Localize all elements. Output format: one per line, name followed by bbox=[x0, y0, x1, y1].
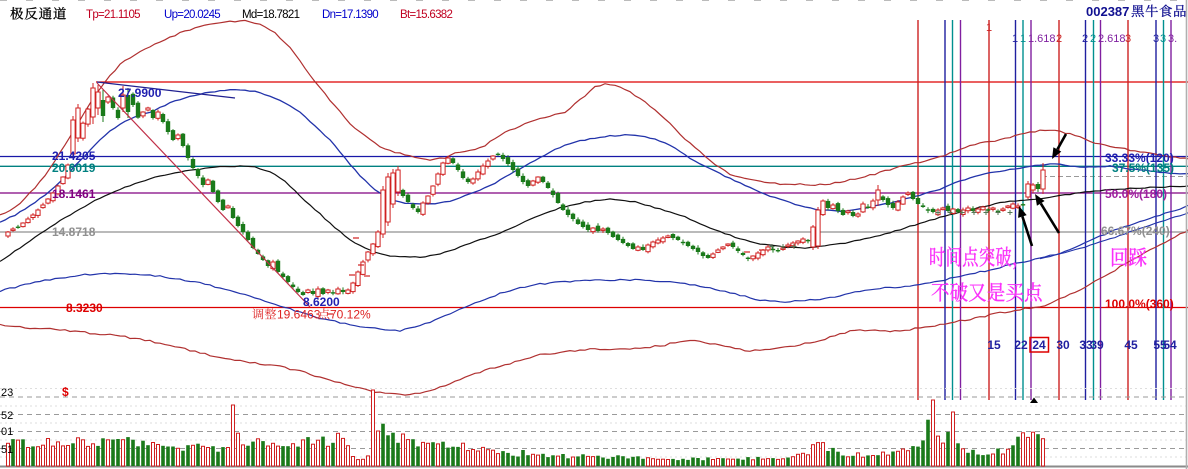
svg-text:45: 45 bbox=[1124, 338, 1138, 352]
svg-text:1: 1 bbox=[1012, 33, 1018, 45]
svg-text:8.3230: 8.3230 bbox=[66, 301, 103, 315]
svg-text:Tp=21.1105: Tp=21.1105 bbox=[86, 9, 140, 21]
svg-text:22: 22 bbox=[1014, 338, 1028, 352]
svg-text:39: 39 bbox=[1090, 338, 1104, 352]
svg-text:2: 2 bbox=[1056, 33, 1062, 45]
svg-text:51: 51 bbox=[1, 444, 13, 456]
svg-text:66.67%(240): 66.67%(240) bbox=[1101, 224, 1170, 238]
svg-text:55: 55 bbox=[1153, 338, 1167, 352]
svg-text:14.8718: 14.8718 bbox=[52, 225, 96, 239]
svg-text:54: 54 bbox=[1163, 338, 1177, 352]
svg-text:2.618: 2.618 bbox=[1098, 33, 1126, 45]
svg-text:1.618: 1.618 bbox=[1028, 33, 1056, 45]
svg-text:Md=18.7821: Md=18.7821 bbox=[242, 9, 300, 21]
svg-text:100.0%(360): 100.0%(360) bbox=[1105, 297, 1174, 311]
svg-text:3: 3 bbox=[1160, 33, 1166, 45]
svg-text:2: 2 bbox=[1082, 33, 1088, 45]
svg-text:3: 3 bbox=[1153, 33, 1159, 45]
svg-text:20.6019: 20.6019 bbox=[52, 161, 96, 175]
svg-text:8.6200: 8.6200 bbox=[303, 295, 340, 309]
svg-text:50.0%(180): 50.0%(180) bbox=[1105, 187, 1167, 201]
svg-text:Dn=17.1390: Dn=17.1390 bbox=[322, 9, 378, 21]
svg-text:002387: 002387 bbox=[1086, 4, 1129, 19]
svg-text:30: 30 bbox=[1056, 338, 1070, 352]
svg-text:21.4205: 21.4205 bbox=[52, 149, 96, 163]
svg-text:Up=20.0245: Up=20.0245 bbox=[164, 9, 220, 21]
svg-text:52: 52 bbox=[1, 410, 13, 422]
svg-text:15: 15 bbox=[987, 338, 1001, 352]
svg-text:1: 1 bbox=[986, 22, 992, 34]
svg-text:Bt=15.6382: Bt=15.6382 bbox=[400, 9, 452, 21]
svg-text:18.1461: 18.1461 bbox=[52, 187, 96, 201]
svg-text:27.9900: 27.9900 bbox=[118, 86, 162, 100]
svg-text:3: 3 bbox=[1125, 33, 1131, 45]
svg-text:23: 23 bbox=[1, 387, 13, 399]
svg-text:33.33%(120): 33.33%(120) bbox=[1105, 151, 1174, 165]
svg-text:01: 01 bbox=[1, 426, 13, 438]
svg-text:3.: 3. bbox=[1168, 33, 1177, 45]
svg-text:$: $ bbox=[62, 385, 69, 399]
svg-text:70.12%: 70.12% bbox=[330, 308, 371, 322]
svg-text:1: 1 bbox=[1020, 33, 1026, 45]
svg-text:24: 24 bbox=[1032, 338, 1046, 352]
svg-text:37.5%(135): 37.5%(135) bbox=[1112, 161, 1174, 175]
svg-text:33: 33 bbox=[1079, 338, 1093, 352]
svg-text:19.6463: 19.6463 bbox=[277, 308, 321, 322]
svg-text:2: 2 bbox=[1090, 33, 1096, 45]
